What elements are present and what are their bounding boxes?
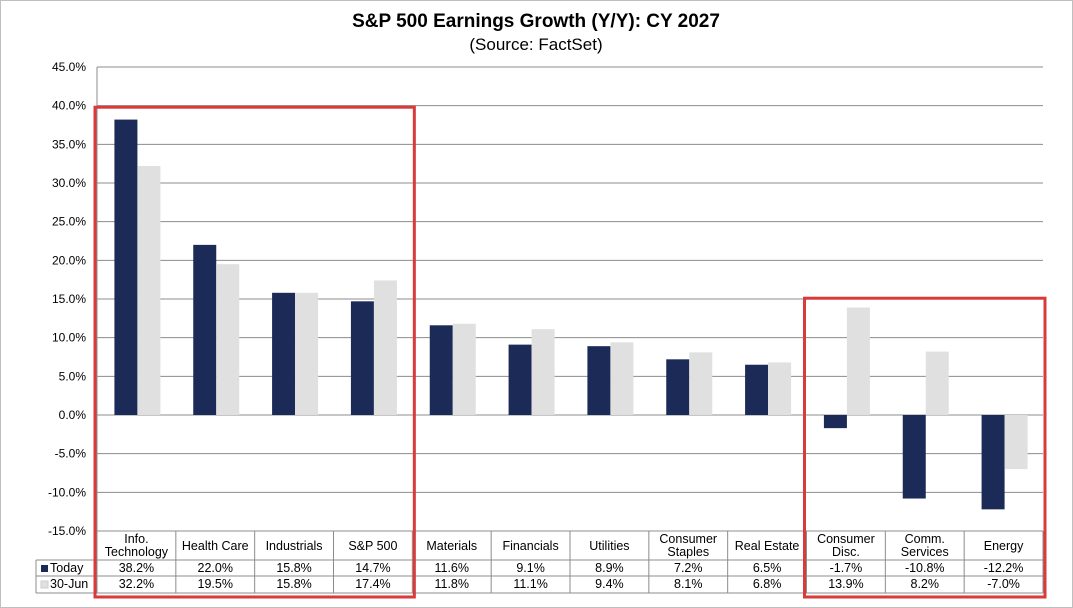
legend-swatch-jun30 (40, 580, 49, 589)
y-tick-label: 25.0% (52, 215, 86, 229)
y-tick-label: -5.0% (55, 447, 87, 461)
bar-today-6 (587, 346, 611, 415)
y-tick-label: 5.0% (59, 369, 87, 383)
category-label: Consumer (659, 532, 717, 546)
table-cell: 15.8% (276, 577, 311, 591)
y-tick-label: 30.0% (52, 176, 86, 190)
y-tick-label: 35.0% (52, 137, 86, 151)
table-cell: 17.4% (355, 577, 390, 591)
category-label: Comm. (905, 532, 945, 546)
table-cell: 13.9% (828, 577, 863, 591)
bar-today-5 (508, 344, 532, 415)
y-axis-ticks: 45.0% 40.0% 35.0% 30.0% 25.0% 20.0% 15.0% 10.0%… (48, 60, 86, 538)
bars (114, 119, 1028, 510)
bar-today-4 (429, 325, 453, 415)
table-cell: 32.2% (119, 577, 154, 591)
y-tick-label: 40.0% (52, 99, 86, 113)
table-cell: 7.2% (674, 561, 703, 575)
y-tick-label: -10.0% (48, 485, 86, 499)
y-tick-label: -15.0% (48, 524, 86, 538)
table-cell: 15.8% (276, 561, 311, 575)
category-label: Energy (984, 539, 1024, 553)
highlight-box-0 (93, 105, 416, 599)
bar-jun30-7 (689, 352, 713, 415)
bar-today-2 (272, 292, 296, 415)
table-cell: 11.1% (513, 577, 548, 591)
y-tick-label: 20.0% (52, 253, 86, 267)
category-label: Staples (667, 545, 709, 559)
legend-label-jun30: 30-Jun (50, 577, 88, 591)
bar-jun30-8 (768, 362, 792, 415)
category-label: Materials (426, 539, 477, 553)
bar-today-9 (823, 415, 847, 429)
bar-today-7 (666, 359, 690, 415)
table-cell: 9.4% (595, 577, 624, 591)
table-cell: -10.8% (905, 561, 945, 575)
table-cell: 9.1% (516, 561, 545, 575)
chart-title: S&P 500 Earnings Growth (Y/Y): CY 2027 (352, 11, 720, 32)
table-cell: 6.8% (753, 577, 782, 591)
table-cell: 6.5% (753, 561, 782, 575)
bar-today-11 (981, 415, 1005, 510)
category-label: Consumer (817, 532, 875, 546)
bar-jun30-10 (925, 351, 949, 415)
bar-today-8 (745, 364, 769, 415)
table-cell: 8.9% (595, 561, 624, 575)
y-tick-label: 15.0% (52, 292, 86, 306)
category-label: Disc. (832, 545, 860, 559)
table-cell: 8.1% (674, 577, 703, 591)
category-label: Financials (502, 539, 558, 553)
bar-jun30-11 (1004, 415, 1028, 470)
table-cell: 38.2% (119, 561, 154, 575)
bar-today-3 (350, 301, 374, 415)
table-cell: 11.8% (434, 577, 469, 591)
bar-jun30-4 (452, 323, 476, 415)
bar-jun30-0 (137, 165, 161, 415)
y-tick-label: 45.0% (52, 60, 86, 74)
legend-swatch-today (41, 565, 48, 572)
y-tick-label: 10.0% (52, 331, 86, 345)
legend-label-today: Today (50, 561, 84, 575)
bar-jun30-6 (610, 342, 634, 415)
data-table: Info.Technology Health Care Industrials S&P… (35, 530, 1044, 594)
bar-jun30-2 (295, 292, 319, 415)
bar-jun30-1 (216, 264, 240, 415)
table-cell: -1.7% (830, 561, 863, 575)
bar-today-0 (114, 119, 138, 415)
category-label: Services (901, 545, 949, 559)
highlight-boxes (93, 105, 1047, 599)
table-cell: -12.2% (984, 561, 1024, 575)
table-cell: -7.0% (987, 577, 1020, 591)
category-label: Technology (105, 545, 169, 559)
category-label: Utilities (589, 539, 629, 553)
category-label: Health Care (182, 539, 249, 553)
bar-jun30-9 (846, 307, 870, 415)
bar-jun30-3 (373, 280, 397, 415)
y-tick-label: 0.0% (59, 408, 87, 422)
category-label: Info. (124, 532, 148, 546)
table-cell: 8.2% (911, 577, 940, 591)
table-cell: 14.7% (355, 561, 390, 575)
chart-subtitle: (Source: FactSet) (469, 35, 602, 54)
bar-today-10 (902, 415, 926, 499)
category-label: Industrials (266, 539, 323, 553)
table-cell: 11.6% (434, 561, 469, 575)
table-cell: 22.0% (198, 561, 233, 575)
category-label: S&P 500 (348, 539, 397, 553)
bar-jun30-5 (531, 329, 555, 415)
category-label: Real Estate (735, 539, 800, 553)
highlight-box-1 (803, 296, 1047, 599)
bar-today-1 (193, 244, 217, 415)
table-cell: 19.5% (198, 577, 233, 591)
